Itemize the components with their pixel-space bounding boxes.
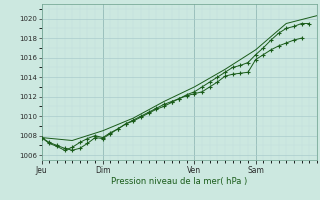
X-axis label: Pression niveau de la mer( hPa ): Pression niveau de la mer( hPa ) xyxy=(111,177,247,186)
